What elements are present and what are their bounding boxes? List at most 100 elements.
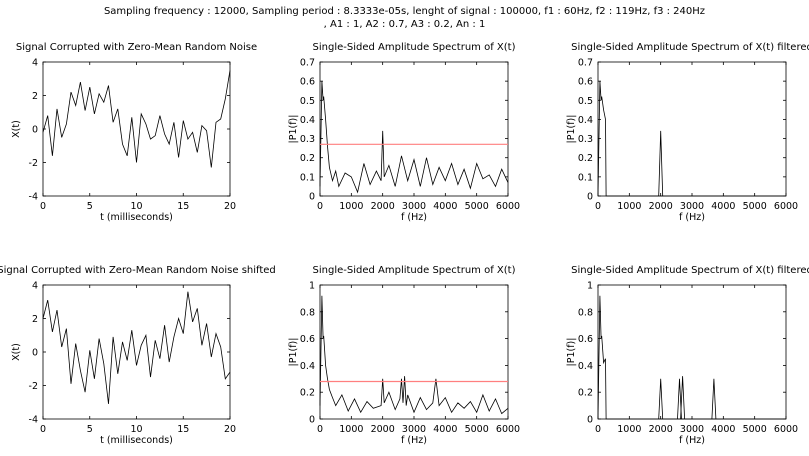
y-tick-label: 0.2 (300, 388, 315, 399)
y-tick-label: 0.1 (578, 172, 593, 183)
y-tick-label: 1 (309, 281, 315, 292)
x-tick-label: 10 (130, 201, 142, 212)
x-tick-label: 0 (40, 424, 46, 435)
y-tick-label: 0.2 (578, 388, 593, 399)
y-tick-label: 0.2 (578, 153, 593, 164)
figure-title-line-1: Sampling frequency : 12000, Sampling per… (103, 6, 706, 17)
chart-title: Single-Sided Amplitude Spectrum of X(t) … (571, 42, 809, 53)
series-line (319, 81, 509, 194)
y-tick-label: 0.6 (300, 334, 315, 345)
axes-frame (597, 284, 787, 420)
x-tick-label: 5000 (743, 201, 767, 212)
x-tick-label: 5000 (465, 201, 489, 212)
y-tick-label: 0.5 (300, 96, 315, 107)
y-tick-label: -2 (29, 158, 38, 169)
y-axis-label: X(t) (11, 120, 22, 138)
x-axis-label: f (Hz) (679, 212, 705, 223)
x-tick-label: 0 (595, 201, 601, 212)
series-line (597, 295, 786, 420)
axes-frame (42, 284, 231, 420)
x-tick-label: 15 (177, 201, 189, 212)
y-axis-label: |P1(f)| (288, 338, 299, 367)
x-tick-label: 0 (595, 424, 601, 435)
x-tick-label: 20 (224, 201, 236, 212)
x-tick-label: 2000 (371, 201, 395, 212)
x-tick-label: 6000 (774, 424, 798, 435)
y-tick-label: 0.3 (578, 134, 593, 145)
x-tick-label: 4000 (711, 201, 735, 212)
chart-p6: Single-Sided Amplitude Spectrum of X(t) … (566, 265, 809, 446)
chart-title: Signal Corrupted with Zero-Mean Random N… (0, 265, 276, 276)
x-tick-label: 6000 (774, 201, 798, 212)
y-tick-label: 0 (32, 125, 38, 136)
x-tick-label: 5 (87, 201, 93, 212)
x-tick-label: 5000 (743, 424, 767, 435)
x-tick-label: 6000 (496, 424, 520, 435)
x-tick-label: 4000 (433, 424, 457, 435)
x-tick-label: 2000 (649, 424, 673, 435)
y-tick-label: 0.6 (578, 77, 593, 88)
x-tick-label: 4000 (711, 424, 735, 435)
x-tick-label: 3000 (680, 424, 704, 435)
chart-title: Signal Corrupted with Zero-Mean Random N… (16, 42, 257, 53)
x-tick-label: 6000 (496, 201, 520, 212)
y-tick-label: 0.4 (578, 115, 593, 126)
chart-p4: Signal Corrupted with Zero-Mean Random N… (0, 265, 276, 446)
x-tick-label: 3000 (402, 201, 426, 212)
figure-title-line-2: , A1 : 1, A2 : 0.7, A3 : 0.2, An : 1 (323, 19, 486, 30)
y-tick-label: 0.4 (578, 361, 593, 372)
y-tick-label: 0.8 (300, 307, 315, 318)
chart-title: Single-Sided Amplitude Spectrum of X(t) (313, 42, 516, 53)
axes-frame (597, 61, 787, 197)
x-tick-label: 5000 (465, 424, 489, 435)
y-tick-label: -4 (29, 192, 38, 203)
y-axis-label: X(t) (11, 343, 22, 361)
spectrum-spike (658, 130, 664, 197)
chart-title: Single-Sided Amplitude Spectrum of X(t) … (571, 265, 809, 276)
axes-frame (319, 61, 509, 197)
x-tick-label: 1000 (617, 424, 641, 435)
x-tick-label: 1000 (339, 201, 363, 212)
y-tick-label: 0 (587, 415, 593, 426)
x-tick-label: 2000 (371, 424, 395, 435)
y-axis-label: |P1(f)| (566, 115, 577, 144)
y-tick-label: -4 (29, 415, 38, 426)
x-axis-label: f (Hz) (401, 435, 427, 446)
x-tick-label: 15 (177, 424, 189, 435)
chart-p2: Single-Sided Amplitude Spectrum of X(t) 0… (288, 42, 520, 223)
y-tick-label: 0.1 (300, 172, 315, 183)
x-tick-label: 10 (130, 424, 142, 435)
y-tick-label: 0.3 (300, 134, 315, 145)
axes-frame (319, 284, 509, 420)
y-tick-label: 1 (587, 281, 593, 292)
y-tick-label: 0 (587, 192, 593, 203)
y-tick-label: 0.7 (578, 58, 593, 69)
x-tick-label: 2000 (649, 201, 673, 212)
chart-p3: Single-Sided Amplitude Spectrum of X(t) … (566, 42, 809, 223)
y-tick-label: 4 (32, 58, 38, 69)
series-line (319, 295, 509, 415)
y-axis-label: |P1(f)| (566, 338, 577, 367)
x-tick-label: 5 (87, 424, 93, 435)
y-tick-label: 0.6 (300, 77, 315, 88)
spectrum-spike (680, 376, 685, 420)
y-tick-label: 4 (32, 281, 38, 292)
y-tick-label: 0 (32, 348, 38, 359)
spectrum-spike (658, 378, 664, 420)
x-tick-label: 0 (40, 201, 46, 212)
figure-title: Sampling frequency : 12000, Sampling per… (0, 5, 809, 31)
x-tick-label: 20 (224, 424, 236, 435)
y-tick-label: 0.2 (300, 153, 315, 164)
y-tick-label: 2 (32, 314, 38, 325)
y-tick-label: 0.7 (300, 58, 315, 69)
y-tick-label: 0.6 (578, 334, 593, 345)
x-tick-label: 0 (317, 424, 323, 435)
y-axis-label: |P1(f)| (288, 115, 299, 144)
x-tick-label: 0 (317, 201, 323, 212)
y-tick-label: 0.5 (578, 96, 593, 107)
series-line (42, 70, 231, 168)
y-tick-label: 0.4 (300, 361, 315, 372)
x-tick-label: 3000 (402, 424, 426, 435)
series-line (42, 291, 231, 404)
